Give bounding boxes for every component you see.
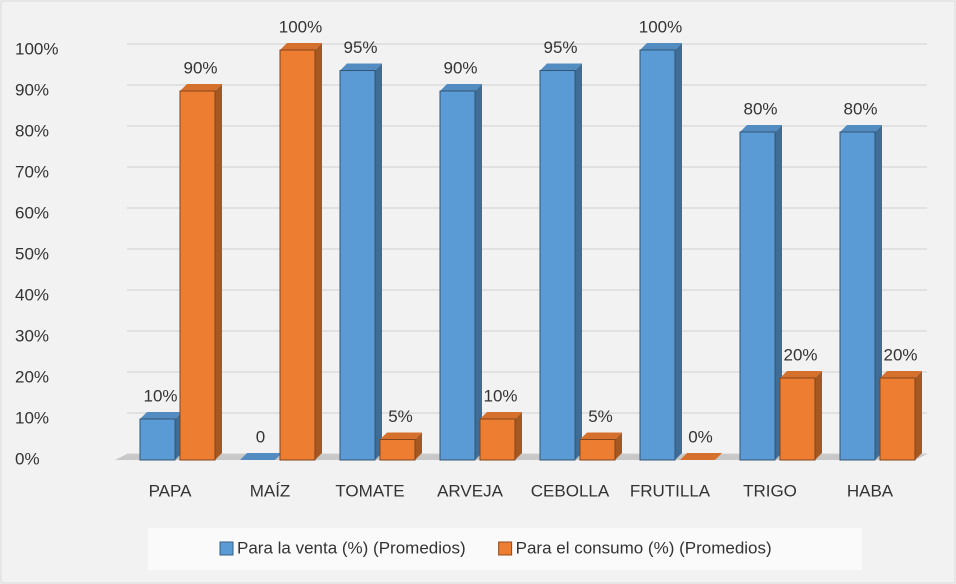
value-label: 95%	[343, 38, 377, 57]
y-tick-label: 20%	[15, 367, 49, 386]
bar-top	[640, 43, 682, 50]
value-label: 10%	[143, 386, 177, 405]
y-tick-label: 80%	[15, 121, 49, 140]
y-tick-label: 100%	[15, 39, 58, 58]
bar-top	[180, 84, 222, 91]
bar-side	[615, 432, 622, 460]
y-tick-label: 0%	[15, 449, 40, 468]
y-tick-label: 90%	[15, 80, 49, 99]
bar-side	[815, 371, 822, 460]
bar-top	[280, 43, 322, 50]
x-tick-label: MAÍZ	[250, 481, 291, 500]
bar	[879, 377, 916, 461]
bar-top	[840, 125, 882, 132]
value-label: 90%	[443, 58, 477, 77]
value-label: 80%	[843, 99, 877, 118]
y-tick-label: 50%	[15, 244, 49, 263]
bar-side	[875, 125, 882, 460]
x-tick-label: ARVEJA	[437, 481, 503, 500]
bar-side	[215, 84, 222, 460]
x-tick-label: HABA	[847, 481, 894, 500]
bar	[779, 377, 816, 461]
bar	[639, 49, 676, 461]
legend-label: Para el consumo (%) (Promedios)	[516, 538, 772, 557]
value-label: 20%	[783, 345, 817, 364]
value-label: 0%	[688, 427, 713, 446]
bar-top	[540, 63, 582, 71]
bar-top	[240, 453, 282, 460]
bar-top	[340, 63, 382, 71]
bar-side	[515, 412, 522, 460]
bar-top	[780, 371, 822, 378]
bar-top	[440, 84, 482, 91]
value-label: 5%	[588, 407, 613, 426]
bar-top	[480, 412, 522, 419]
value-label: 0	[256, 427, 265, 446]
legend-swatch	[498, 541, 513, 556]
value-label: 100%	[279, 17, 322, 36]
bar	[539, 70, 576, 461]
bar	[379, 439, 416, 461]
y-tick-label: 10%	[15, 408, 49, 427]
y-tick-label: 30%	[15, 326, 49, 345]
bar-side	[775, 125, 782, 460]
bar	[139, 418, 176, 461]
bar	[839, 131, 876, 461]
bar-side	[375, 63, 382, 460]
bar-top	[580, 432, 622, 440]
bar-top	[140, 412, 182, 419]
value-label: 5%	[388, 407, 413, 426]
bar-side	[415, 432, 422, 460]
bar-top	[880, 371, 922, 378]
x-tick-label: TRIGO	[743, 481, 797, 500]
x-tick-label: FRUTILLA	[630, 481, 711, 500]
y-tick-label: 40%	[15, 285, 49, 304]
bar	[279, 49, 316, 461]
bar-side	[675, 43, 682, 460]
bar	[479, 418, 516, 461]
value-label: 10%	[483, 386, 517, 405]
legend-label: Para la venta (%) (Promedios)	[237, 538, 466, 557]
bar	[739, 131, 776, 461]
bar-top	[740, 125, 782, 132]
y-tick-label: 70%	[15, 162, 49, 181]
bar-top	[680, 453, 722, 460]
x-tick-label: CEBOLLA	[531, 481, 610, 500]
value-label: 95%	[543, 38, 577, 57]
value-label: 20%	[883, 345, 917, 364]
legend-swatch	[219, 541, 234, 556]
bar	[339, 70, 376, 461]
bar-side	[475, 84, 482, 460]
value-label: 90%	[183, 58, 217, 77]
bar	[179, 90, 216, 461]
x-tick-label: TOMATE	[335, 481, 404, 500]
bar	[579, 439, 616, 461]
value-label: 80%	[743, 99, 777, 118]
x-tick-label: PAPA	[149, 481, 192, 500]
bar-side	[575, 63, 582, 460]
bar	[439, 90, 476, 461]
bar-side	[315, 43, 322, 460]
bar-top	[380, 432, 422, 440]
y-tick-label: 60%	[15, 203, 49, 222]
bar-side	[915, 371, 922, 460]
value-label: 100%	[639, 17, 682, 36]
